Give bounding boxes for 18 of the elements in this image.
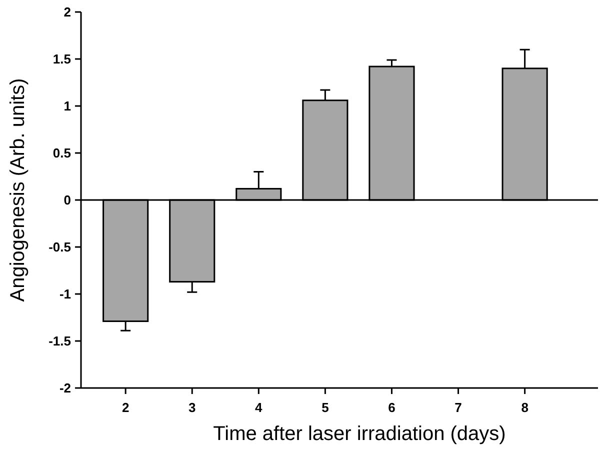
x-tick-label: 7 (454, 400, 462, 415)
y-tick-label: -2 (59, 380, 71, 396)
x-tick-label: 4 (255, 400, 264, 415)
y-tick-label: 2 (64, 4, 71, 20)
y-tick-label: -1.5 (48, 334, 71, 349)
y-tick-label: 0.5 (52, 146, 71, 161)
x-tick-label: 5 (322, 400, 329, 415)
y-tick-label: -0.5 (48, 240, 71, 255)
x-tick-label: 2 (122, 400, 130, 415)
y-tick-label: 1 (64, 98, 71, 114)
y-axis-title: Angiogenesis (Arb. units) (7, 78, 29, 302)
x-axis-title: Time after laser irradiation (days) (213, 423, 506, 445)
x-tick-label: 3 (188, 400, 196, 415)
y-tick-label: -1 (59, 286, 71, 302)
x-tick-label: 6 (388, 400, 396, 415)
y-tick-label: 1.5 (52, 52, 71, 67)
y-tick-label: 0 (64, 192, 71, 208)
x-tick-label: 8 (521, 400, 528, 415)
